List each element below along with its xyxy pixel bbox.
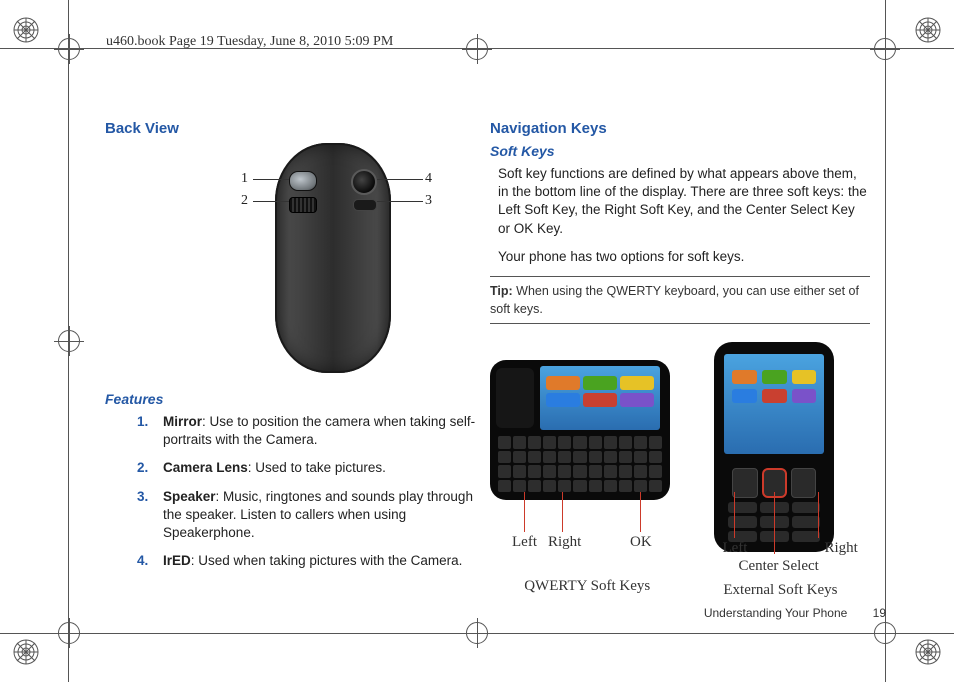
heading-soft-keys: Soft Keys — [490, 143, 870, 159]
pointer-ext-center — [774, 492, 775, 554]
feature-item-1: 1. Mirror: Use to position the camera wh… — [137, 413, 485, 449]
tip-text: When using the QWERTY keyboard, you can … — [490, 284, 859, 316]
label-ext-right: Right — [824, 540, 857, 557]
feature-term: Camera Lens — [163, 460, 248, 475]
app-icon — [792, 370, 817, 384]
app-icon — [762, 389, 787, 403]
qwerty-phone-illustration — [490, 360, 670, 500]
app-icon — [732, 370, 757, 384]
phone-camera-lens — [351, 169, 377, 195]
feature-num: 2. — [137, 459, 148, 477]
app-icon — [620, 393, 654, 407]
leader-1 — [253, 179, 289, 180]
app-icon — [620, 376, 654, 390]
screen-icons — [540, 366, 660, 411]
phone-speaker — [289, 197, 317, 213]
feature-item-2: 2. Camera Lens: Used to take pictures. — [137, 459, 485, 477]
crop-line-right — [885, 0, 886, 682]
right-soft-key — [791, 468, 816, 498]
feature-term: Mirror — [163, 414, 202, 429]
app-icon — [792, 389, 817, 403]
pointer-right — [562, 492, 563, 532]
back-view-diagram: 1 2 4 3 — [165, 143, 485, 383]
heading-features: Features — [105, 391, 485, 407]
feature-num: 1. — [137, 413, 148, 431]
feature-text: : Used when taking pictures with the Cam… — [191, 553, 463, 568]
label-ext-center: Center Select — [738, 558, 818, 575]
pointer-ok — [640, 492, 641, 532]
caption-qwerty: QWERTY Soft Keys — [490, 578, 684, 595]
feature-item-3: 3. Speaker: Music, ringtones and sounds … — [137, 488, 485, 543]
right-column: Navigation Keys Soft Keys Soft key funct… — [490, 120, 870, 622]
tip-row: Tip: When using the QWERTY keyboard, you… — [490, 276, 870, 324]
label-left: Left — [512, 534, 537, 551]
registration-target-mt — [466, 38, 488, 60]
external-diagram: Left Right Center Select External Soft K… — [714, 342, 870, 552]
caption-external: External Soft Keys — [710, 582, 850, 599]
heading-back-view: Back View — [105, 120, 485, 137]
feature-num: 3. — [137, 488, 148, 506]
registration-target-br — [874, 622, 896, 644]
leader-2 — [253, 201, 289, 202]
app-icon — [762, 370, 787, 384]
softkeys-para-2: Your phone has two options for soft keys… — [498, 248, 870, 266]
feature-text: : Used to take pictures. — [248, 460, 386, 475]
callout-4: 4 — [425, 171, 432, 187]
external-screen — [724, 354, 824, 454]
spiral-mark-bottom-left — [12, 638, 40, 666]
qwerty-diagram: Left Right OK QWERTY Soft Keys — [490, 342, 684, 595]
tip-label: Tip: — [490, 284, 513, 298]
registration-target-bl — [58, 622, 80, 644]
registration-target-mb — [466, 622, 488, 644]
footer-page-number: 19 — [873, 606, 886, 620]
label-right: Right — [548, 534, 581, 551]
registration-target-tr — [874, 38, 896, 60]
page-footer: Understanding Your Phone 19 — [704, 606, 886, 620]
screen-icons — [724, 354, 824, 409]
leader-4 — [377, 179, 423, 180]
qwerty-screen — [540, 366, 660, 430]
app-icon — [583, 376, 617, 390]
feature-text: : Use to position the camera when taking… — [163, 414, 475, 447]
phone-ired — [353, 199, 377, 211]
left-column: Back View 1 2 4 3 Features 1. Mirror: Us… — [105, 120, 485, 581]
spiral-mark-bottom-right — [914, 638, 942, 666]
app-icon — [546, 393, 580, 407]
registration-target-ml — [58, 330, 80, 352]
callout-2: 2 — [241, 193, 248, 209]
app-icon — [583, 393, 617, 407]
callout-3: 3 — [425, 193, 432, 209]
app-icon — [732, 389, 757, 403]
features-list: 1. Mirror: Use to position the camera wh… — [137, 413, 485, 571]
registration-target-tl — [58, 38, 80, 60]
feature-term: IrED — [163, 553, 191, 568]
label-ok: OK — [630, 534, 652, 551]
spiral-mark-top-left — [12, 16, 40, 44]
feature-item-4: 4. IrED: Used when taking pictures with … — [137, 552, 485, 570]
phone-mirror — [289, 171, 317, 191]
label-ext-left: Left — [722, 540, 747, 557]
feature-num: 4. — [137, 552, 148, 570]
app-icon — [546, 376, 580, 390]
heading-navigation-keys: Navigation Keys — [490, 120, 870, 137]
soft-keys-diagrams: Left Right OK QWERTY Soft Keys — [490, 342, 870, 622]
qwerty-keys — [498, 436, 662, 492]
pointer-ext-left — [734, 492, 735, 538]
page-meta: u460.book Page 19 Tuesday, June 8, 2010 … — [106, 34, 393, 50]
phone-back-illustration — [275, 143, 391, 373]
footer-section: Understanding Your Phone — [704, 606, 847, 620]
spiral-mark-top-right — [914, 16, 942, 44]
pointer-left — [524, 492, 525, 532]
softkeys-para-1: Soft key functions are defined by what a… — [498, 165, 870, 238]
leader-3 — [377, 201, 423, 202]
feature-term: Speaker — [163, 489, 216, 504]
callout-1: 1 — [241, 171, 248, 187]
pointer-ext-right — [818, 492, 819, 538]
left-soft-key — [732, 468, 757, 498]
qwerty-slide — [496, 368, 534, 428]
